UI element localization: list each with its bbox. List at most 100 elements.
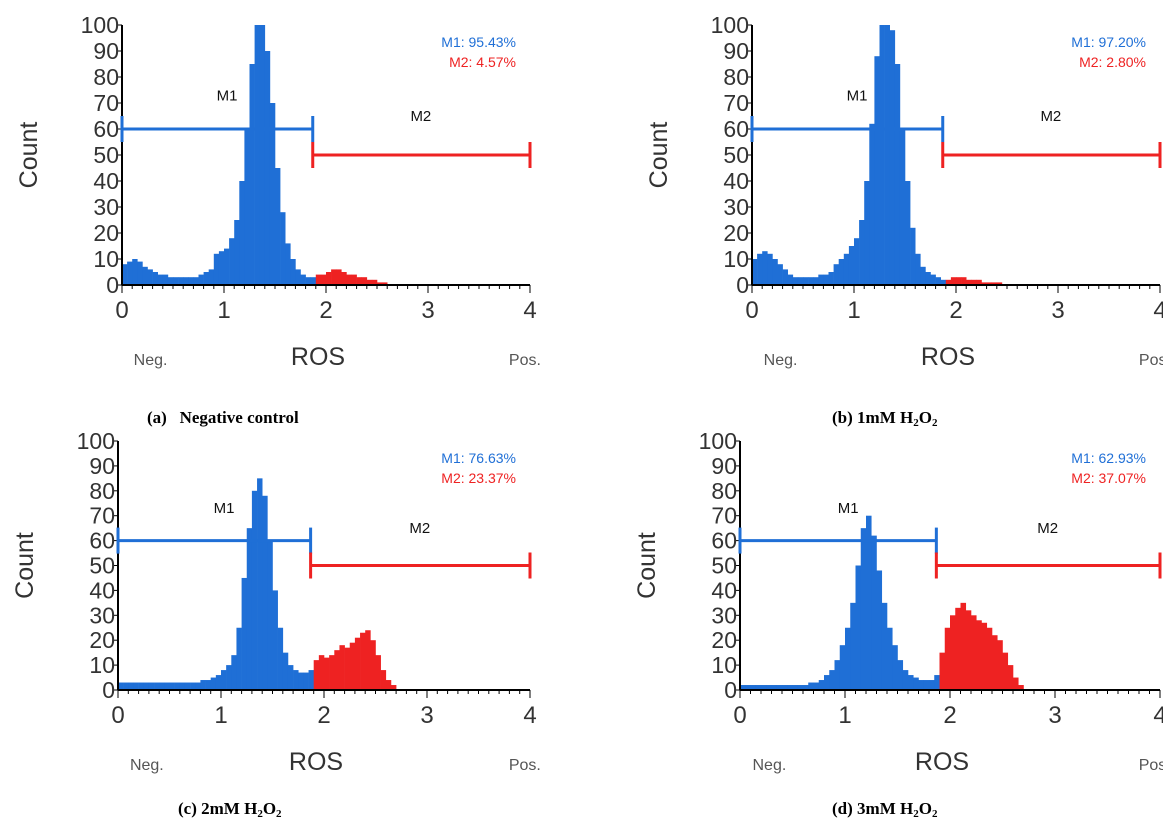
y-tick-label: 10	[711, 652, 737, 678]
histogram-bar	[380, 670, 387, 690]
gate-m2-label: M2	[1037, 520, 1058, 537]
histogram-bar	[808, 277, 814, 285]
caption-c-prefix: (c)	[178, 799, 197, 818]
histogram-bar	[234, 220, 240, 285]
caption-c-text: 2mM H	[201, 799, 258, 818]
gate-m1-stat: M1: 95.43%	[441, 34, 516, 50]
x-axis-neg-label: Neg.	[134, 352, 168, 369]
histogram-bar	[190, 682, 196, 690]
histogram-bar	[813, 682, 820, 690]
histogram-bar	[360, 632, 366, 690]
y-tick-label: 30	[723, 194, 749, 220]
histogram-bar	[259, 25, 266, 285]
histogram-bar	[142, 266, 148, 285]
histogram-bar	[200, 680, 206, 690]
histogram-bar	[249, 64, 255, 285]
panel-1mm-h2o2: 010203040506070809010001234ROSNeg.Pos.Co…	[582, 0, 1163, 412]
histogram-bar	[137, 261, 143, 285]
histogram-bar	[241, 577, 248, 690]
histogram-bar	[913, 677, 919, 690]
histogram-bar	[752, 259, 758, 285]
x-tick-label: 4	[523, 702, 536, 729]
histogram-bar	[803, 685, 809, 690]
histogram-bar	[740, 685, 746, 690]
histogram-bar	[147, 269, 153, 285]
histogram-bar	[876, 570, 883, 690]
gate-m1-label: M1	[217, 87, 238, 104]
histogram-bar	[236, 627, 242, 690]
histogram-bar	[939, 652, 946, 690]
histogram-bar	[344, 647, 351, 690]
y-tick-label: 90	[723, 38, 749, 64]
x-axis-title: ROS	[291, 343, 345, 371]
histogram-bar	[839, 645, 846, 690]
y-tick-label: 60	[93, 116, 119, 142]
x-tick-label: 2	[943, 702, 956, 729]
histogram-bar	[184, 682, 191, 690]
x-axis-neg-label: Neg.	[753, 757, 787, 774]
histogram-bar	[787, 685, 793, 690]
histogram-bar	[864, 181, 870, 285]
y-tick-label: 20	[89, 627, 115, 653]
histogram-bar	[275, 168, 281, 285]
histogram-bar	[254, 25, 260, 285]
x-tick-label: 2	[319, 297, 332, 324]
y-tick-label: 30	[93, 194, 119, 220]
x-tick-label: 0	[745, 297, 758, 324]
histogram-bar	[382, 282, 388, 285]
histogram-bar	[838, 259, 845, 285]
histogram-bar	[371, 279, 378, 285]
histogram-bar	[920, 266, 926, 285]
histogram-bar	[887, 627, 893, 690]
histogram-bar	[787, 274, 794, 285]
panel-2mm-h2o2: 0 10 20 30 40 50 60 70 80 90 100 0 1 2 3 4 ROS Neg. Pos. Co…	[0, 413, 581, 825]
histogram-bar	[118, 682, 124, 690]
histogram-bar	[308, 670, 314, 690]
y-tick-label: 80	[89, 478, 115, 504]
histogram-bar	[966, 279, 972, 285]
histogram-bar	[881, 602, 888, 690]
histogram-bar	[169, 682, 175, 690]
histogram-bar	[818, 680, 825, 690]
histogram-bar	[287, 665, 294, 690]
histogram-bar	[285, 243, 291, 285]
histogram-bar	[992, 635, 998, 690]
gate-m2-stat: M2: 23.37%	[441, 470, 516, 486]
histogram-bar	[239, 181, 245, 285]
histogram-bar	[829, 670, 835, 690]
histogram-bar	[782, 269, 788, 285]
y-axis-title: Count	[15, 122, 43, 189]
histogram-bar	[326, 272, 332, 285]
gate-m2-label: M2	[410, 108, 431, 125]
histogram-bar	[991, 282, 998, 285]
histogram-bar	[195, 682, 201, 690]
histogram-bar	[183, 277, 189, 285]
histogram-bar	[280, 212, 286, 285]
histogram-bar	[122, 264, 128, 285]
histogram-bar	[874, 56, 880, 286]
histogram-bar	[203, 272, 209, 285]
x-tick-label: 3	[421, 297, 434, 324]
histogram-bar	[824, 675, 830, 690]
histogram-bar	[267, 540, 273, 690]
y-tick-label: 60	[89, 528, 115, 554]
caption-c-mid: O	[262, 799, 277, 818]
histogram-bar	[341, 272, 347, 285]
y-tick-label: 30	[89, 602, 115, 628]
histogram-bar	[956, 277, 962, 285]
y-tick-label: 20	[93, 220, 119, 246]
y-tick-label: 20	[711, 627, 737, 653]
histogram-bar	[246, 528, 253, 690]
histogram-bar	[950, 277, 957, 285]
x-tick-label: 3	[1048, 702, 1061, 729]
histogram-bar	[262, 495, 268, 690]
histogram-bar	[776, 685, 783, 690]
gate-m2-label: M2	[1040, 108, 1061, 125]
histogram-bar	[808, 682, 814, 690]
histogram-bar	[370, 640, 376, 690]
x-tick-label: 0	[115, 297, 128, 324]
y-tick-label: 40	[723, 168, 749, 194]
y-tick-label: 50	[93, 142, 119, 168]
histogram-bar	[745, 685, 751, 690]
histogram-bar	[269, 103, 276, 285]
